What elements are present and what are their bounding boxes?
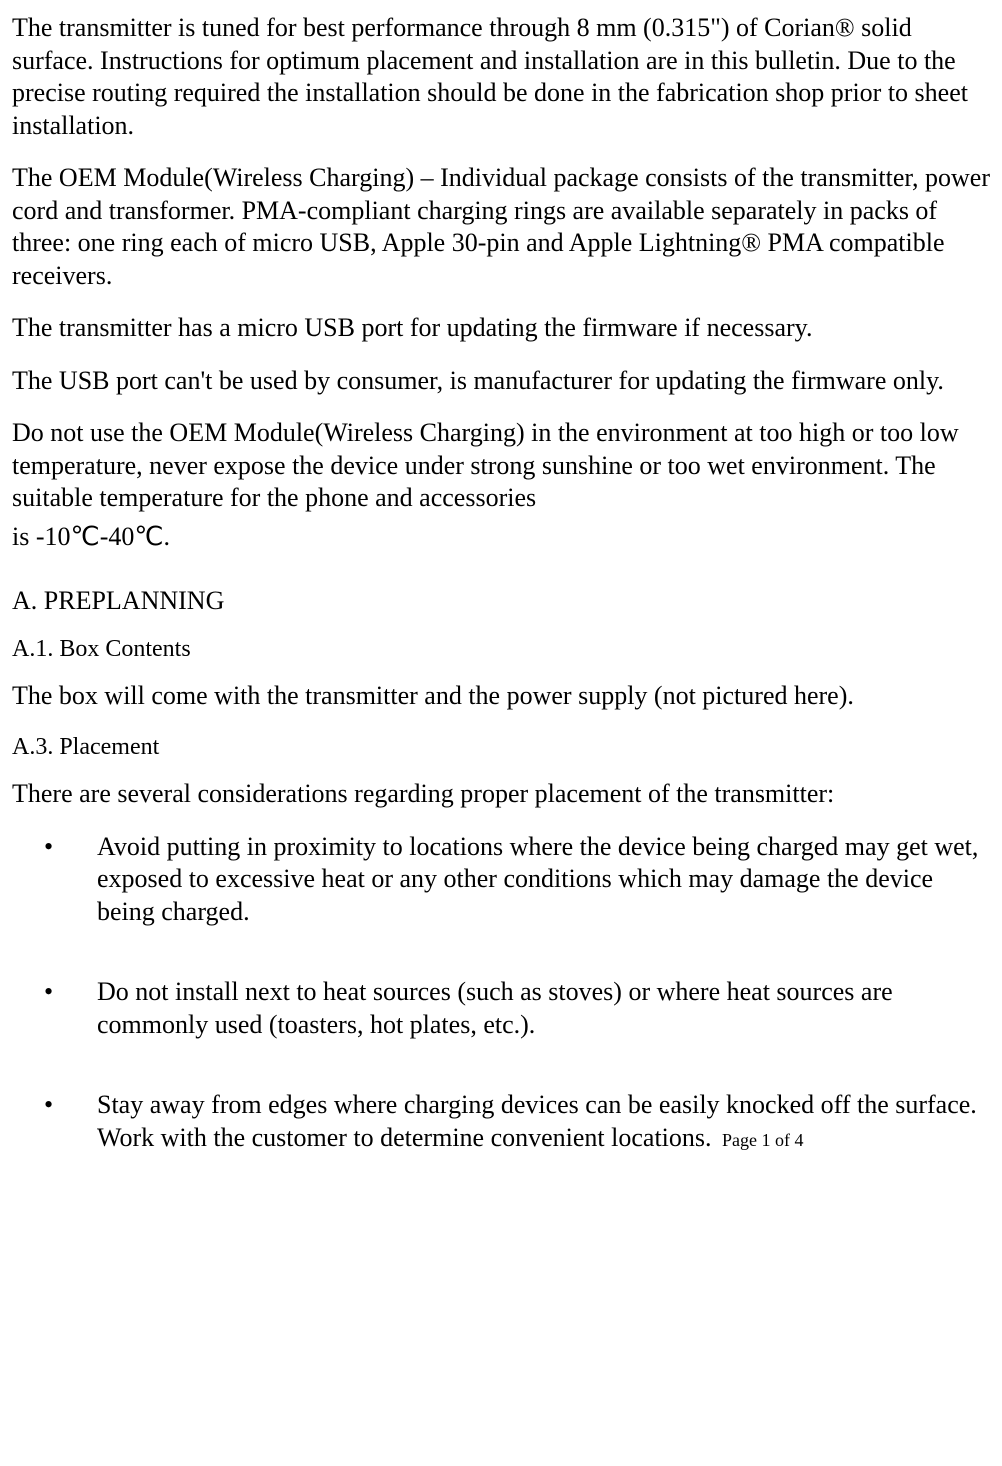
bullet-text-2: Do not install next to heat sources (suc…: [97, 977, 893, 1039]
paragraph-intro-1: The transmitter is tuned for best perfor…: [12, 12, 990, 142]
subsection-a3-intro: There are several considerations regardi…: [12, 778, 990, 811]
bullet-item-2: • Do not install next to heat sources (s…: [12, 976, 990, 1041]
bullet-text-1: Avoid putting in proximity to locations …: [97, 832, 978, 926]
bullet-text-3b: Work with the customer to determine conv…: [97, 1123, 712, 1152]
subsection-a1-heading: A.1. Box Contents: [12, 634, 990, 664]
section-a-heading: A. PREPLANNING: [12, 585, 990, 618]
page-number-footer: Page 1 of 4: [722, 1130, 803, 1150]
bullet-icon: •: [44, 1089, 53, 1122]
bullet-item-3: • Stay away from edges where charging de…: [12, 1089, 990, 1154]
paragraph-intro-4: The USB port can't be used by consumer, …: [12, 365, 990, 398]
paragraph-intro-5b: is -10℃-40℃.: [12, 521, 990, 554]
paragraph-intro-5a: Do not use the OEM Module(Wireless Charg…: [12, 417, 990, 515]
bullet-icon: •: [44, 976, 53, 1009]
subsection-a1-text: The box will come with the transmitter a…: [12, 680, 990, 713]
placement-bullet-list: • Avoid putting in proximity to location…: [12, 831, 990, 1155]
bullet-icon: •: [44, 831, 53, 864]
bullet-text-3a: Stay away from edges where charging devi…: [97, 1090, 977, 1119]
paragraph-intro-3: The transmitter has a micro USB port for…: [12, 312, 990, 345]
bullet-item-1: • Avoid putting in proximity to location…: [12, 831, 990, 929]
paragraph-intro-2: The OEM Module(Wireless Charging) – Indi…: [12, 162, 990, 292]
subsection-a3-heading: A.3. Placement: [12, 732, 990, 762]
